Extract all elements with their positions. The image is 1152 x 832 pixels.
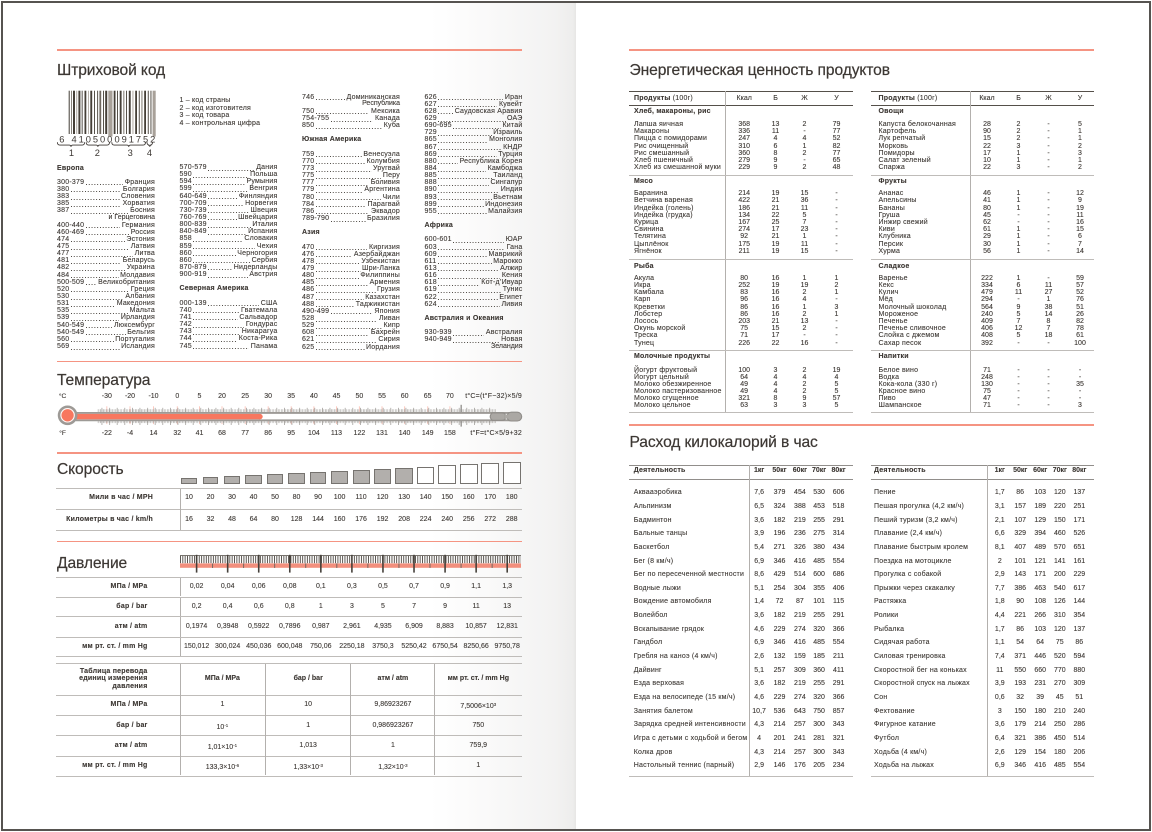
svg-text:4: 4 bbox=[147, 148, 152, 158]
svg-text:3: 3 bbox=[128, 148, 133, 158]
svg-text:091752: 091752 bbox=[115, 134, 158, 144]
svg-text:1: 1 bbox=[69, 148, 74, 158]
svg-text:2: 2 bbox=[95, 148, 100, 158]
svg-text:410500: 410500 bbox=[72, 134, 115, 144]
svg-text:6: 6 bbox=[59, 134, 64, 144]
